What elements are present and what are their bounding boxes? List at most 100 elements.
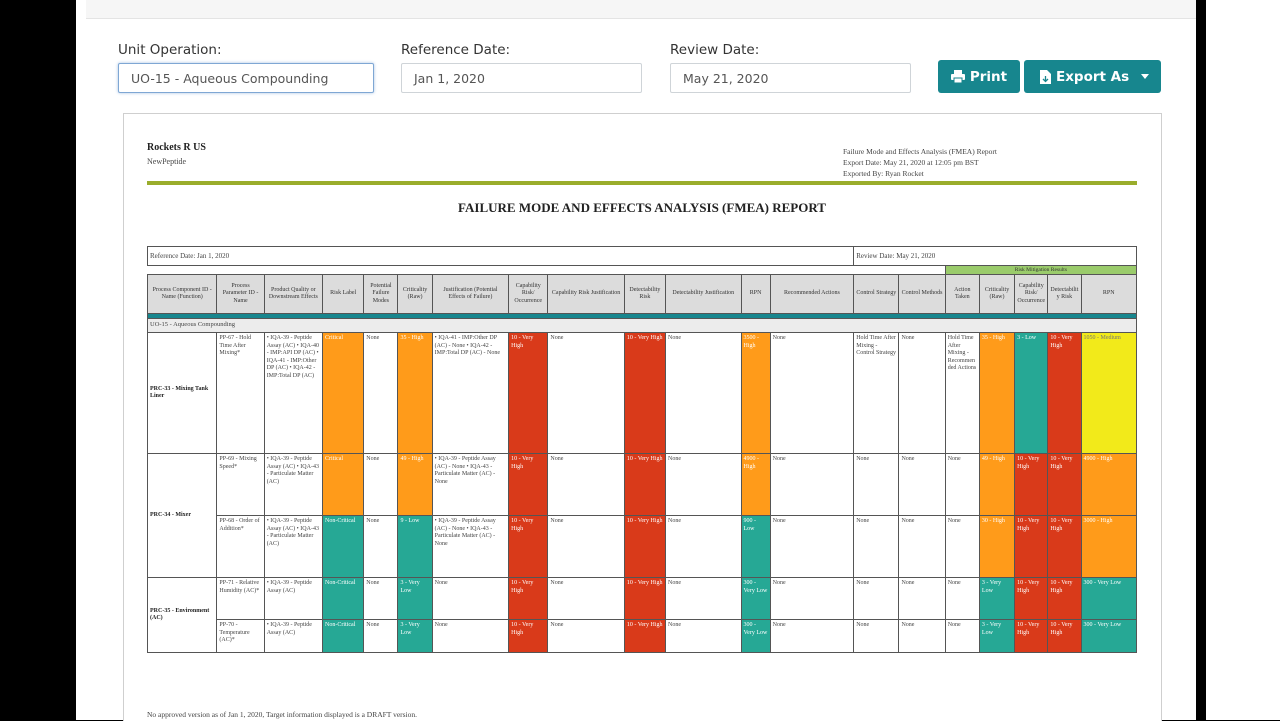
col-header: RPN <box>1080 274 1137 314</box>
reference-date-field[interactable]: Jan 1, 2020 <box>401 63 642 93</box>
col-header: Product Quality or Downstream Effects <box>263 274 324 314</box>
mitigated-criticality-cell: 3 - Very Low <box>978 577 1016 620</box>
unit-operation-row: UO-15 - Aqueous Compounding <box>147 318 1137 333</box>
detectability-cell: 10 - Very High <box>623 332 667 454</box>
col-header: Risk Label <box>322 274 365 314</box>
quality-effects-cell: • IQA-39 - Peptide Assay (AC) <box>263 619 324 653</box>
mitigated-rpn-cell: 3000 - High <box>1080 515 1137 578</box>
process-parameter-cell: PP-67 - Hold Time After Mixing* <box>216 332 265 454</box>
action-taken-cell: None <box>944 619 980 653</box>
control-methods-cell: None <box>898 577 946 620</box>
rpn-cell: 300 - Very Low <box>740 577 771 620</box>
justification-cell: • IQA-39 - Peptide Assay (AC) - None • I… <box>431 515 510 578</box>
report-title: FAILURE MODE AND EFFECTS ANALYSIS (FMEA)… <box>458 200 826 215</box>
capability-cell: 10 - Very High <box>508 577 549 620</box>
capability-justification-cell: None <box>547 619 625 653</box>
control-methods-cell: None <box>898 619 946 653</box>
capability-justification-cell: None <box>547 453 625 516</box>
detectability-justification-cell: None <box>665 619 742 653</box>
risk-label-cell: Non-Critical <box>322 515 365 578</box>
col-header: Criticality (Raw) <box>397 274 433 314</box>
control-strategy-cell: None <box>853 515 900 578</box>
side-panel <box>1206 0 1280 720</box>
printer-icon <box>950 70 965 83</box>
criticality-cell: 49 - High <box>397 453 433 516</box>
capability-justification-cell: None <box>547 332 625 454</box>
export-label: Export As <box>1056 68 1130 85</box>
col-header: Detectability Justification <box>665 274 742 314</box>
mitigated-occurrence-cell: 3 - Low <box>1014 332 1049 454</box>
control-strategy-cell: Hold Time After Mixing - Control Strateg… <box>853 332 900 454</box>
failure-modes-cell: None <box>363 619 399 653</box>
recommended-actions-cell: None <box>769 577 855 620</box>
failure-modes-cell: None <box>363 453 399 516</box>
capability-cell: 10 - Very High <box>508 453 549 516</box>
column-header-row: Process Component ID - Name (Function) P… <box>146 274 1137 314</box>
table-row: PRC-33 - Mixing Tank Liner PP-67 - Hold … <box>146 332 1137 454</box>
quality-effects-cell: • IQA-39 - Peptide Assay (AC) <box>263 577 324 620</box>
file-icon <box>1040 69 1051 84</box>
rpn-cell: 3500 - High <box>740 332 771 454</box>
report-meta-title: Failure Mode and Effects Analysis (FMEA)… <box>843 147 998 156</box>
mitigated-detectability-cell: 10 - Very High <box>1047 515 1082 578</box>
mitigated-criticality-cell: 49 - High <box>978 453 1016 516</box>
col-header: Recommended Actions <box>769 274 855 314</box>
recommended-actions-cell: None <box>769 332 855 454</box>
mitigated-occurrence-cell: 10 - Very High <box>1014 577 1049 620</box>
criticality-cell: 3 - Very Low <box>397 577 433 620</box>
mitigated-occurrence-cell: 10 - Very High <box>1014 515 1049 578</box>
control-methods-cell: None <box>898 515 946 578</box>
capability-cell: 10 - Very High <box>508 515 549 578</box>
process-parameter-cell: PP-70 - Temperature (AC)* <box>216 619 265 653</box>
capability-justification-cell: None <box>547 515 625 578</box>
col-header: Capability Risk/ Occurrence <box>508 274 549 314</box>
action-taken-cell: Hold Time After Mixing - Recommended Act… <box>944 332 980 454</box>
action-taken-cell: None <box>944 515 980 578</box>
mitigated-criticality-cell: 30 - High <box>978 515 1016 578</box>
justification-cell: • IQA-39 - Peptide Assay (AC) - None • I… <box>431 453 510 516</box>
col-header: Capability Risk Justification <box>547 274 625 314</box>
control-strategy-cell: None <box>853 619 900 653</box>
col-header: Justification (Potential Effects of Fail… <box>431 274 510 314</box>
mitigated-criticality-cell: 35 - High <box>978 332 1016 454</box>
failure-modes-cell: None <box>363 332 399 454</box>
mitigation-header: Risk Mitigation Results <box>944 265 1138 275</box>
justification-cell: None <box>431 577 510 620</box>
export-as-button[interactable]: Export As <box>1024 60 1161 93</box>
capability-cell: 10 - Very High <box>508 619 549 653</box>
exported-by: Exported By: Ryan Rocket <box>843 169 924 178</box>
risk-label-cell: Non-Critical <box>322 577 365 620</box>
detectability-justification-cell: None <box>665 453 742 516</box>
col-header: Capability Risk/ Occurrence <box>1014 274 1049 314</box>
mitigated-occurrence-cell: 10 - Very High <box>1014 453 1049 516</box>
draft-footer-note: No approved version as of Jan 1, 2020, T… <box>147 710 418 719</box>
unit-operation-field[interactable]: UO-15 - Aqueous Compounding <box>118 63 374 93</box>
risk-label-cell: Critical <box>322 453 365 516</box>
review-date-label: Review Date: <box>670 42 760 58</box>
export-date: Export Date: May 21, 2020 at 12:05 pm BS… <box>843 158 979 167</box>
mitigated-rpn-cell: 1050 - Medium <box>1080 332 1137 454</box>
rpn-cell: 300 - Very Low <box>740 619 771 653</box>
quality-effects-cell: • IQA-39 - Peptide Assay (AC) • IQA-43 -… <box>263 515 324 578</box>
company-name: Rockets R US <box>147 142 206 153</box>
review-date-field[interactable]: May 21, 2020 <box>670 63 911 93</box>
mitigated-criticality-cell: 3 - Very Low <box>978 619 1016 653</box>
col-header: Process Parameter ID - Name <box>216 274 265 314</box>
top-strip <box>86 0 1196 19</box>
print-button[interactable]: Print <box>938 60 1020 93</box>
caret-down-icon[interactable] <box>1141 74 1149 79</box>
process-component-cell: PRC-35 - Environment (AC) <box>146 577 218 653</box>
table-row: PRC-35 - Environment (AC) PP-71 - Relati… <box>146 577 1137 653</box>
process-parameter-cell: PP-68 - Order of Addition* <box>216 515 265 578</box>
recommended-actions-cell: None <box>769 515 855 578</box>
capability-justification-cell: None <box>547 577 625 620</box>
detectability-cell: 10 - Very High <box>623 453 667 516</box>
criticality-cell: 35 - High <box>397 332 433 454</box>
process-component-cell: PRC-33 - Mixing Tank Liner <box>146 332 218 454</box>
control-methods-cell: None <box>898 332 946 454</box>
col-header: Detectability Risk <box>1047 274 1082 314</box>
reference-date-cell: Reference Date: Jan 1, 2020 <box>146 246 855 266</box>
failure-modes-cell: None <box>363 577 399 620</box>
col-header: Process Component ID - Name (Function) <box>146 274 218 314</box>
fmea-table: Reference Date: Jan 1, 2020 Review Date:… <box>146 246 1138 653</box>
